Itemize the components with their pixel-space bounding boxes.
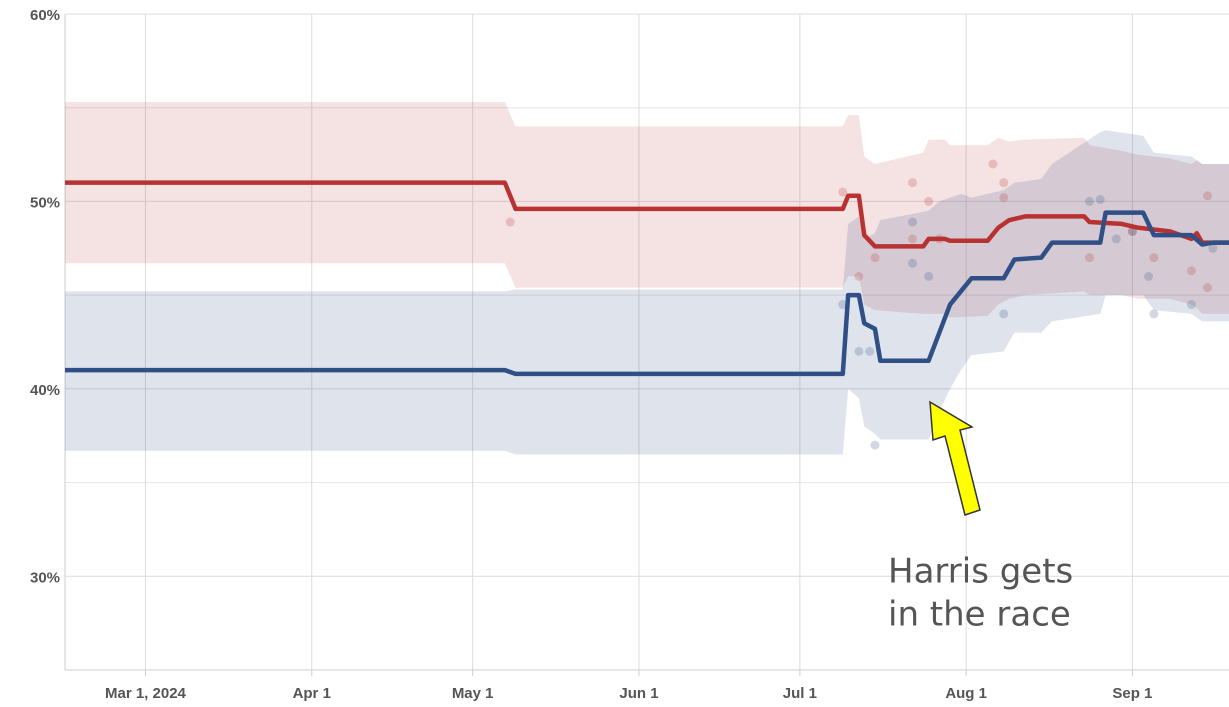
line <box>65 180 1229 249</box>
arrow <box>929 400 981 516</box>
x-tick-label: Jul 1 <box>783 685 817 702</box>
poll-dot <box>1144 271 1154 281</box>
poll-dot <box>1149 309 1159 319</box>
line <box>65 210 1229 377</box>
x-tick-label: Mar 1, 2024 <box>105 685 187 702</box>
x-tick-label: Jun 1 <box>619 685 658 702</box>
x-tick-label: May 1 <box>452 685 494 702</box>
poll-dot <box>870 440 880 450</box>
y-tick-label: 30% <box>30 569 60 586</box>
poll-dot <box>1085 253 1095 263</box>
poll-dot <box>999 178 1009 188</box>
poll-dot <box>924 271 934 281</box>
poll-dot <box>908 234 918 244</box>
poll-dot <box>988 159 998 169</box>
poll-dot <box>908 217 918 227</box>
lines <box>65 180 1229 377</box>
poll-dot <box>1111 234 1121 244</box>
poll-dot <box>1095 195 1105 205</box>
poll-dot <box>999 193 1009 203</box>
poll-dot <box>838 300 848 310</box>
annotation: in the race <box>888 595 1071 635</box>
y-tick-label: 60% <box>30 7 60 24</box>
poll-dot <box>908 178 918 188</box>
annotation: Harris gets <box>888 552 1073 592</box>
poll-dot <box>908 258 918 268</box>
poll-dot <box>1085 196 1095 206</box>
x-tick-label: Apr 1 <box>293 685 331 702</box>
poll-dot <box>865 346 875 356</box>
x-tick-label: Sep 1 <box>1112 685 1152 702</box>
poll-dot <box>870 253 880 263</box>
poll-dot <box>854 346 864 356</box>
poll-dot <box>854 271 864 281</box>
band <box>65 130 1229 455</box>
labels: 30% 40% 50% 60% Mar 1, 2024 Apr 1 May 1 Jun 1 Ju… <box>30 7 1152 702</box>
poll-dot <box>924 196 934 206</box>
poll-dot <box>1186 300 1196 310</box>
y-tick-label: 50% <box>30 194 60 211</box>
poll-dot <box>999 309 1009 319</box>
poll-dot <box>1203 283 1213 293</box>
poll-dot <box>1208 243 1218 253</box>
x-tick-label: Aug 1 <box>945 685 987 702</box>
poll-dot <box>505 217 515 227</box>
bands <box>65 102 1229 455</box>
y-tick-label: 40% <box>30 382 60 399</box>
poll-dot <box>1186 266 1196 276</box>
poll-dot <box>1203 191 1213 201</box>
poll-dot <box>1149 253 1159 263</box>
grid <box>64 13 1229 676</box>
poll-dot <box>838 187 848 197</box>
